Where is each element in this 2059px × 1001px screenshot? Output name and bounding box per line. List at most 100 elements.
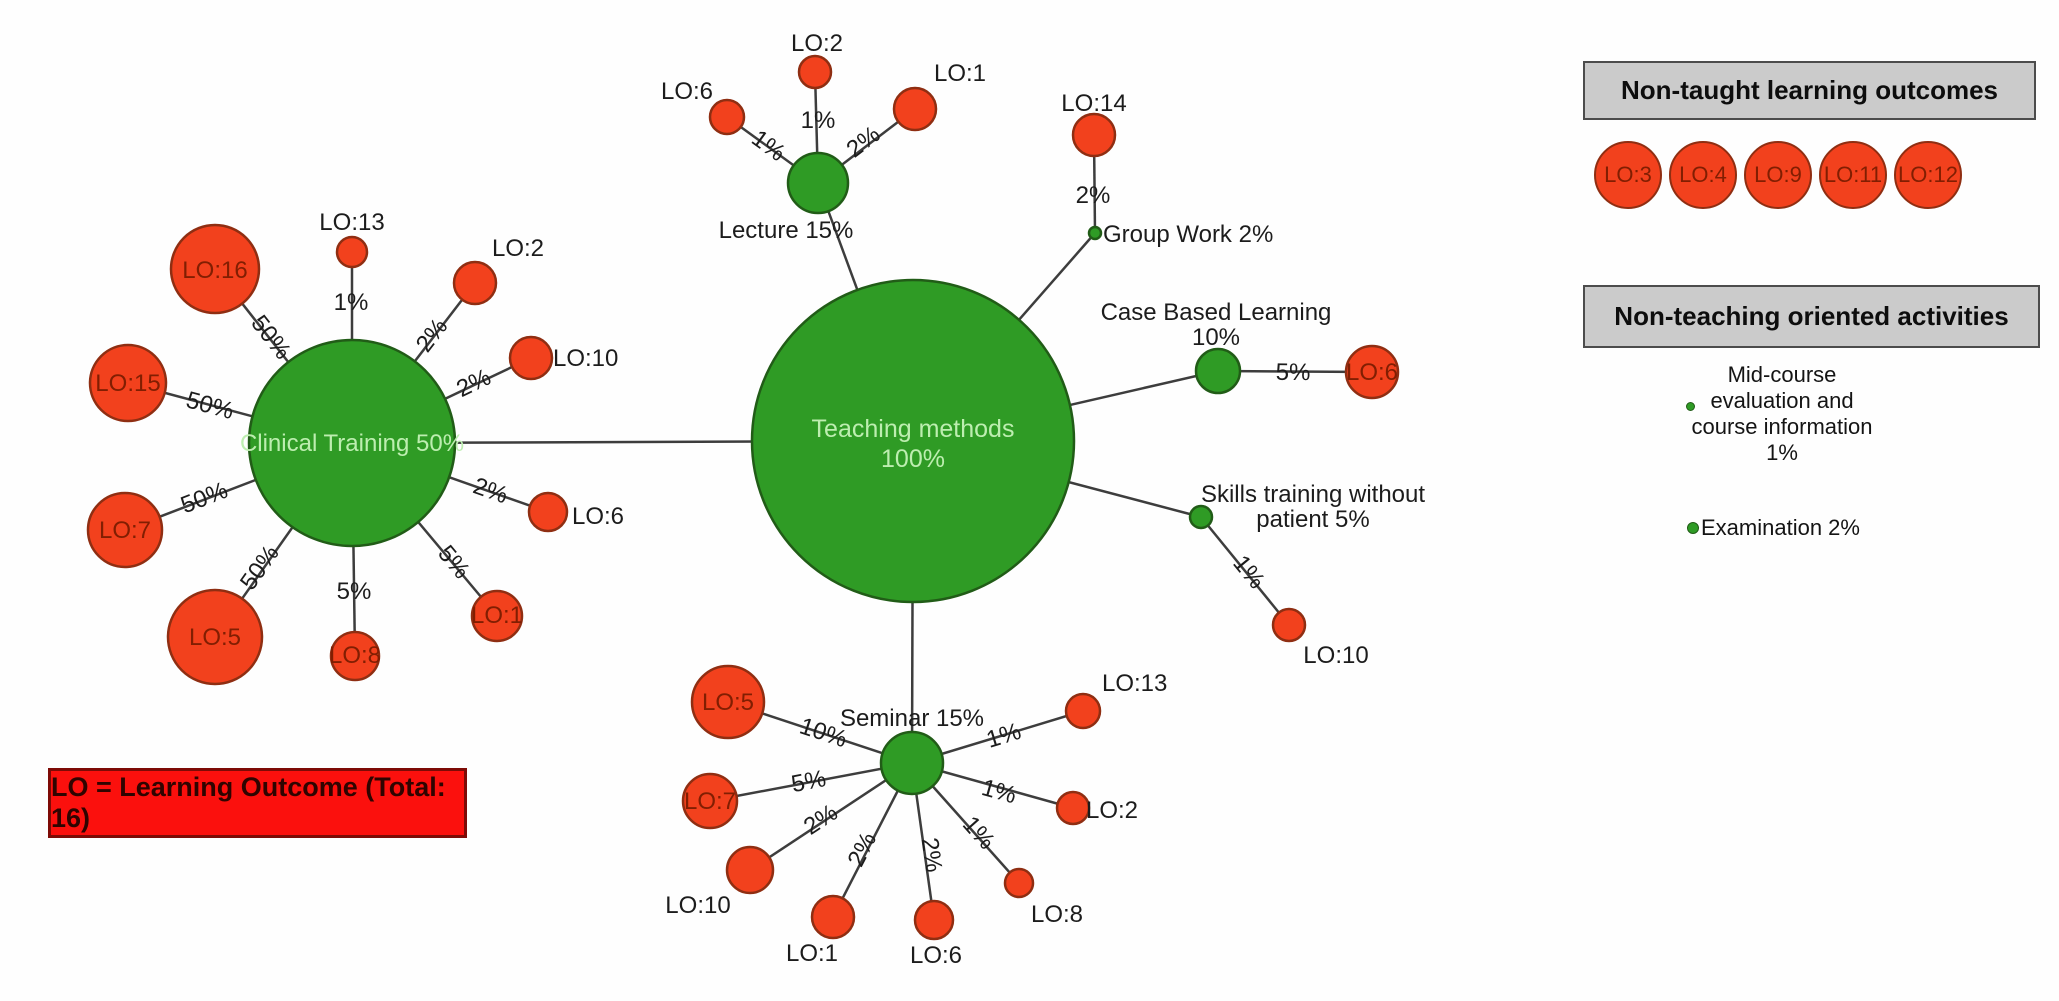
label-c2: LO:2 [492,235,544,262]
node-c16 [169,223,261,315]
midcourse-line: course information [1691,414,1873,439]
label-m10: LO:10 [665,892,730,919]
node-c2 [452,260,498,306]
node-m13 [1064,692,1102,730]
node-groupwork [1087,225,1103,241]
edge-label-seminar-m7: 5% [789,765,828,798]
edge-label-clinical-c8: 5% [337,578,372,605]
edge-label-clinical-c6: 2% [470,472,512,509]
edge-label-groupwork-g14: 2% [1076,182,1111,209]
edge-label-clinical-c7: 50% [177,477,232,519]
node-lecture [786,151,850,215]
label-clinical: Clinical Training 50% [240,430,464,457]
edge-label-seminar-m2: 1% [979,774,1020,809]
label-cb6: LO:6 [1346,359,1398,386]
node-c1 [470,589,524,643]
node-c10 [508,335,554,381]
midcourse-bullet-dot-icon [1686,402,1695,411]
node-clinical [247,338,457,548]
label-c7: LO:7 [99,517,151,544]
edge-label-lecture-l1: 2% [841,121,885,163]
non-taught-circle-label: LO:11 [1823,162,1883,187]
label-c6: LO:6 [572,503,624,530]
midcourse-line: 1% [1766,440,1798,465]
node-skills [1188,504,1214,530]
non-teaching-title: Non-teaching oriented activities [1614,301,2009,331]
node-m5 [690,664,766,740]
non-taught-circle-lo9: LO:9 [1744,141,1812,209]
label-cbl-1: 10% [1192,324,1240,351]
edge-label-lecture-l2: 1% [801,107,836,134]
edge-label-clinical-c10: 2% [452,364,495,403]
edge-skills-s10 [1200,516,1290,626]
label-c15: LO:15 [95,370,160,397]
node-c7 [86,491,164,569]
label-teaching-1: 100% [881,445,945,473]
label-m13: LO:13 [1102,670,1167,697]
non-taught-circle-lo11: LO:11 [1819,141,1887,209]
node-c5 [166,588,264,686]
edge-seminar-m7 [709,761,913,803]
node-l1 [892,86,938,132]
node-c6 [527,491,569,533]
label-g14: LO:14 [1061,90,1126,117]
label-c16: LO:16 [182,257,247,284]
node-m8 [1003,867,1035,899]
label-m7: LO:7 [684,788,736,815]
node-l2 [797,54,833,90]
edge-seminar-m10 [749,761,913,872]
label-c5: LO:5 [189,624,241,651]
midcourse-item: Mid-course evaluation and course informa… [1662,362,1902,466]
examination-item: Examination 2% [1687,515,1860,541]
non-taught-title: Non-taught learning outcomes [1621,75,1998,105]
non-taught-circle-lo3: LO:3 [1594,141,1662,209]
node-m1 [810,894,856,940]
label-c8: LO:8 [329,642,381,669]
node-c13 [335,235,369,269]
label-c1: LO:1 [471,602,523,629]
label-c10: LO:10 [553,345,618,372]
node-m7 [681,772,739,830]
label-l2: LO:2 [791,30,843,57]
label-s10: LO:10 [1303,642,1368,669]
label-lecture: Lecture 15% [719,217,854,244]
edge-label-lecture-l6: 1% [746,125,790,167]
edge-label-clinical-c15: 50% [183,386,236,425]
label-teaching-0: Teaching methods [812,415,1015,443]
label-m5: LO:5 [702,689,754,716]
examination-bullet-dot-icon [1687,522,1699,534]
non-taught-circles: LO:3 LO:4 LO:9 LO:11 LO:12 [1594,141,1962,209]
lo-definition-box: LO = Learning Outcome (Total: 16) [48,768,467,838]
label-m1: LO:1 [786,940,838,967]
node-teaching [750,278,1076,604]
node-cbl [1194,347,1242,395]
node-m10 [725,845,775,895]
label-groupwork: Group Work 2% [1103,221,1273,248]
examination-label: Examination 2% [1701,515,1860,540]
edge-label-seminar-m8: 1% [957,811,1000,855]
edge-label-seminar-m13: 1% [983,718,1024,754]
non-taught-circle-label: LO:12 [1898,162,1958,187]
label-seminar: Seminar 15% [840,705,984,732]
label-l6: LO:6 [661,78,713,105]
edge-label-cbl-cb6: 5% [1276,359,1311,386]
label-skills-0: Skills training without [1201,481,1425,508]
edge-label-clinical-c13: 1% [334,289,369,316]
non-taught-header: Non-taught learning outcomes [1583,61,2036,120]
label-cbl-0: Case Based Learning [1101,299,1332,326]
non-taught-circle-label: LO:4 [1679,162,1727,187]
label-skills-1: patient 5% [1256,506,1369,533]
midcourse-line: evaluation and [1710,388,1854,413]
label-l1: LO:1 [934,60,986,87]
node-seminar [879,730,945,796]
label-m2: LO:2 [1086,797,1138,824]
midcourse-line: Mid-course [1727,362,1837,387]
label-m8: LO:8 [1031,901,1083,928]
node-cb6 [1344,344,1400,400]
label-c13: LO:13 [319,209,384,236]
non-taught-circle-lo12: LO:12 [1894,141,1962,209]
node-g14 [1071,112,1117,158]
node-c15 [88,343,168,423]
